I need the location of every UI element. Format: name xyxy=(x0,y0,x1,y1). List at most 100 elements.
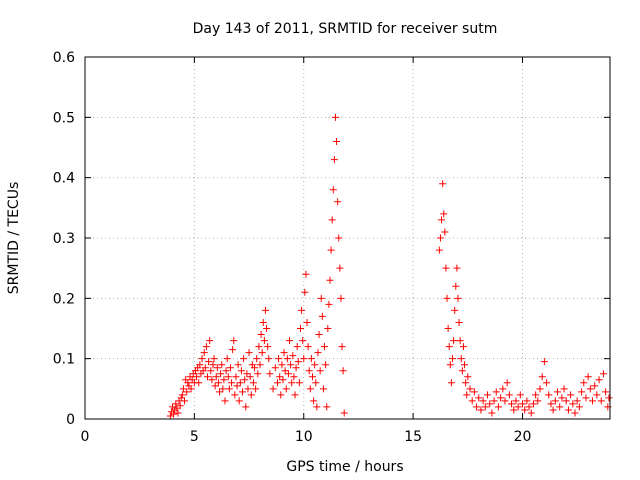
data-point xyxy=(450,337,458,345)
data-point xyxy=(206,337,214,345)
data-point xyxy=(232,373,240,381)
data-point xyxy=(261,306,269,314)
data-point xyxy=(558,394,566,402)
data-point xyxy=(466,385,474,393)
data-point xyxy=(280,349,288,357)
data-point xyxy=(571,409,579,417)
data-point xyxy=(178,391,186,399)
data-point xyxy=(294,358,302,366)
data-point xyxy=(170,410,178,418)
data-point xyxy=(305,367,313,375)
data-point xyxy=(442,264,450,272)
data-point xyxy=(179,385,187,393)
data-point xyxy=(505,391,513,399)
data-point xyxy=(252,385,260,393)
data-point xyxy=(263,325,271,332)
data-point xyxy=(231,391,239,399)
data-point xyxy=(589,397,596,405)
data-point xyxy=(547,400,555,408)
data-point xyxy=(251,364,259,372)
data-point xyxy=(207,367,215,375)
data-point xyxy=(286,337,294,345)
data-point xyxy=(538,373,546,381)
data-point xyxy=(457,355,465,363)
data-point xyxy=(327,246,335,254)
data-point xyxy=(456,337,464,345)
data-point xyxy=(543,379,551,387)
data-point xyxy=(281,367,289,375)
data-point xyxy=(605,394,613,402)
data-point xyxy=(582,394,590,402)
data-point xyxy=(337,294,345,302)
data-point xyxy=(477,406,485,414)
data-point xyxy=(245,349,253,357)
data-point xyxy=(454,294,462,302)
data-point xyxy=(259,318,267,326)
data-point xyxy=(290,373,298,381)
data-point xyxy=(551,397,559,405)
data-point xyxy=(501,397,509,405)
data-point xyxy=(464,373,472,381)
data-point xyxy=(276,373,284,381)
data-point xyxy=(213,364,221,372)
data-point xyxy=(331,113,339,121)
data-point xyxy=(567,391,575,399)
data-point xyxy=(196,361,204,369)
data-point xyxy=(233,382,241,390)
data-point xyxy=(494,403,502,411)
data-point xyxy=(266,370,274,378)
data-point xyxy=(201,364,209,372)
data-point xyxy=(210,355,218,363)
y-axis-label: SRMTID / TECUs xyxy=(6,182,22,295)
data-point xyxy=(549,406,557,414)
data-point xyxy=(279,376,287,384)
data-point xyxy=(218,361,226,369)
data-point xyxy=(282,385,290,393)
data-point xyxy=(449,355,456,363)
data-point xyxy=(204,373,211,381)
data-point xyxy=(445,343,453,351)
data-point xyxy=(219,385,227,393)
data-point xyxy=(284,370,292,378)
data-point xyxy=(223,355,231,363)
x-tick-label: 15 xyxy=(404,429,422,445)
data-point xyxy=(278,361,286,369)
data-point xyxy=(313,403,321,411)
data-point xyxy=(461,361,469,369)
data-point xyxy=(177,394,185,402)
data-point xyxy=(329,186,337,194)
data-point xyxy=(312,379,320,387)
data-point xyxy=(492,388,500,396)
data-point xyxy=(536,385,544,393)
data-point xyxy=(499,385,507,393)
data-point xyxy=(459,343,467,351)
grid-lines xyxy=(85,57,610,419)
data-point xyxy=(521,406,529,414)
data-point xyxy=(339,367,347,375)
data-point xyxy=(288,379,296,387)
data-point xyxy=(253,355,261,363)
data-point xyxy=(244,385,252,393)
data-point xyxy=(556,403,564,411)
data-point xyxy=(490,397,498,405)
data-point xyxy=(560,385,568,393)
data-point xyxy=(181,397,189,405)
y-tick-label: 0.2 xyxy=(53,291,75,307)
data-point xyxy=(211,382,219,390)
data-point xyxy=(172,400,180,408)
data-point xyxy=(309,373,316,381)
data-point xyxy=(225,385,233,393)
data-point xyxy=(488,409,496,417)
data-point xyxy=(224,373,232,381)
data-point xyxy=(440,210,448,218)
data-point xyxy=(316,367,324,375)
data-point xyxy=(436,234,444,242)
data-point xyxy=(575,403,583,411)
data-point xyxy=(540,358,548,366)
data-point xyxy=(166,412,174,420)
x-tick-label: 20 xyxy=(514,429,532,445)
data-point xyxy=(306,385,314,393)
data-point xyxy=(198,355,206,363)
x-tick-label: 0 xyxy=(81,429,90,445)
